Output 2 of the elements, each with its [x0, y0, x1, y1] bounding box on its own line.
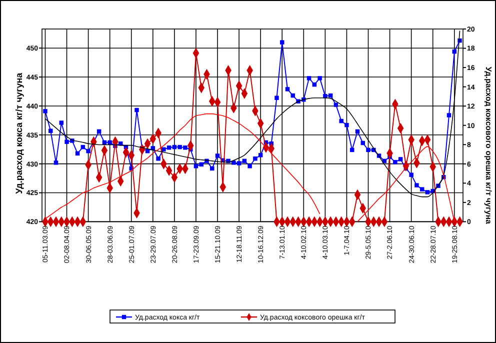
- y2-axis-title: Уд.расход коксового орешка кг/т чугуна: [484, 66, 493, 225]
- y-axis-title: Уд.расход кокса кг/т чугуна: [14, 72, 24, 194]
